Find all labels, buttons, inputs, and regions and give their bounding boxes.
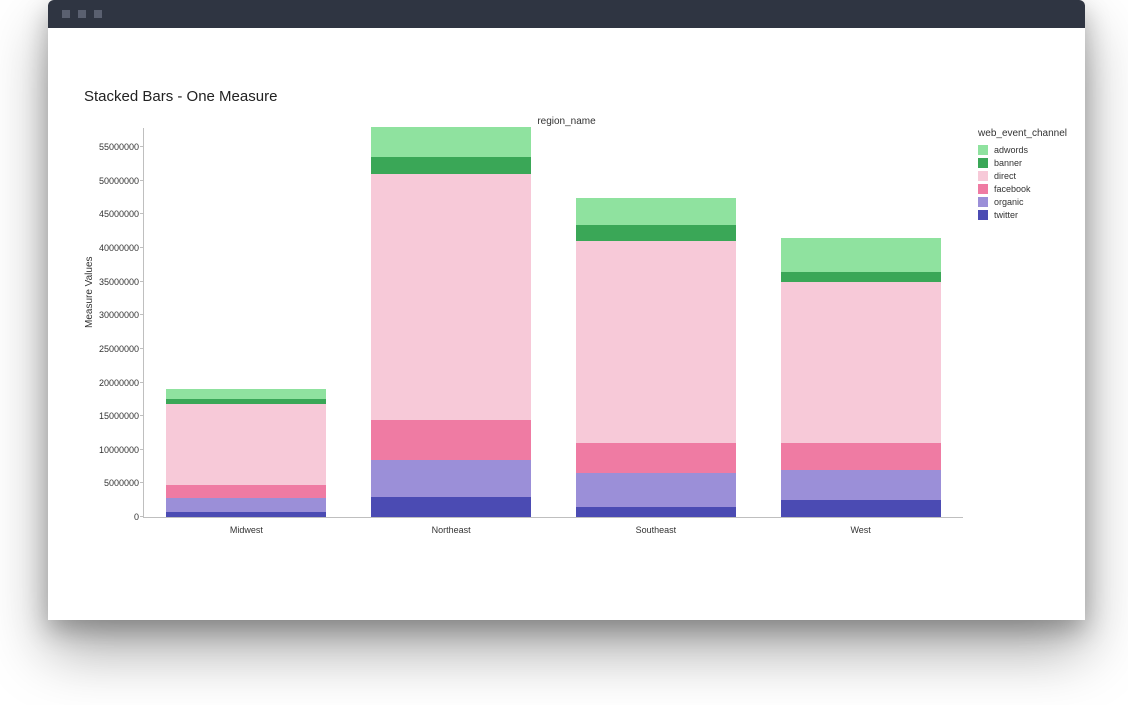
x-category-label: Northeast	[432, 525, 471, 535]
y-tick-label: 55000000	[89, 142, 139, 152]
bar-segment-direct[interactable]	[781, 282, 941, 443]
y-tick-label: 10000000	[89, 445, 139, 455]
bar-segment-facebook[interactable]	[166, 485, 326, 498]
y-tick-label: 30000000	[89, 310, 139, 320]
y-tick-label: 40000000	[89, 243, 139, 253]
bar-segment-twitter[interactable]	[371, 497, 531, 517]
y-tick-label: 25000000	[89, 344, 139, 354]
bar-segment-twitter[interactable]	[166, 512, 326, 517]
y-tick-label: 20000000	[89, 378, 139, 388]
bar-segment-adwords[interactable]	[576, 198, 736, 225]
bar-column: Southeast	[576, 198, 736, 517]
legend-item-adwords[interactable]: adwords	[978, 145, 1067, 155]
legend-title: web_event_channel	[978, 128, 1067, 139]
x-category-label: West	[850, 525, 870, 535]
legend-swatch	[978, 158, 988, 168]
bar-segment-organic[interactable]	[371, 460, 531, 497]
legend-item-direct[interactable]: direct	[978, 171, 1067, 181]
bar-segment-facebook[interactable]	[371, 420, 531, 460]
bar-segment-adwords[interactable]	[371, 127, 531, 157]
plot-area: MidwestNortheastSoutheastWest 0500000010…	[143, 128, 963, 518]
bar-segment-twitter[interactable]	[576, 507, 736, 517]
bar-segment-facebook[interactable]	[781, 443, 941, 470]
legend-label: adwords	[994, 145, 1028, 155]
window-control-dot[interactable]	[94, 10, 102, 18]
bar-column: West	[781, 238, 941, 517]
legend-swatch	[978, 184, 988, 194]
legend-label: twitter	[994, 210, 1018, 220]
legend-item-banner[interactable]: banner	[978, 158, 1067, 168]
legend-label: direct	[994, 171, 1016, 181]
bar-column: Midwest	[166, 389, 326, 517]
bar-segment-banner[interactable]	[781, 272, 941, 282]
bar-segment-organic[interactable]	[576, 473, 736, 507]
y-tick-label: 15000000	[89, 411, 139, 421]
x-category-label: Midwest	[230, 525, 263, 535]
bar-segment-direct[interactable]	[576, 241, 736, 443]
bar-segment-facebook[interactable]	[576, 443, 736, 473]
y-tick-label: 5000000	[89, 478, 139, 488]
y-tick-label: 0	[89, 512, 139, 522]
window-control-dot[interactable]	[78, 10, 86, 18]
legend-item-organic[interactable]: organic	[978, 197, 1067, 207]
window-titlebar	[48, 0, 1085, 28]
y-tick-label: 35000000	[89, 277, 139, 287]
bar-segment-direct[interactable]	[166, 404, 326, 485]
app-window: Stacked Bars - One Measure region_name M…	[48, 0, 1085, 620]
bar-column: Northeast	[371, 127, 531, 517]
chart-title: Stacked Bars - One Measure	[84, 88, 277, 105]
bar-segment-banner[interactable]	[371, 157, 531, 174]
bar-segment-organic[interactable]	[166, 498, 326, 511]
legend-swatch	[978, 171, 988, 181]
x-axis-title: region_name	[537, 116, 595, 127]
legend-label: organic	[994, 197, 1024, 207]
bar-segment-organic[interactable]	[781, 470, 941, 500]
bar-segment-twitter[interactable]	[781, 500, 941, 517]
legend-swatch	[978, 210, 988, 220]
bar-segment-banner[interactable]	[576, 225, 736, 242]
bar-segment-adwords[interactable]	[166, 389, 326, 399]
window-control-dot[interactable]	[62, 10, 70, 18]
legend-item-twitter[interactable]: twitter	[978, 210, 1067, 220]
chart-panel: Stacked Bars - One Measure region_name M…	[48, 28, 1085, 620]
y-tick-label: 45000000	[89, 209, 139, 219]
legend-swatch	[978, 145, 988, 155]
legend: web_event_channel adwords banner direct fac…	[978, 128, 1067, 223]
bar-segment-direct[interactable]	[371, 174, 531, 419]
x-category-label: Southeast	[636, 525, 677, 535]
y-tick-label: 50000000	[89, 176, 139, 186]
legend-label: facebook	[994, 184, 1031, 194]
legend-item-facebook[interactable]: facebook	[978, 184, 1067, 194]
bar-segment-adwords[interactable]	[781, 238, 941, 272]
legend-swatch	[978, 197, 988, 207]
bars-container: Midwest Northeast Southeast West	[144, 128, 963, 517]
legend-label: banner	[994, 158, 1022, 168]
